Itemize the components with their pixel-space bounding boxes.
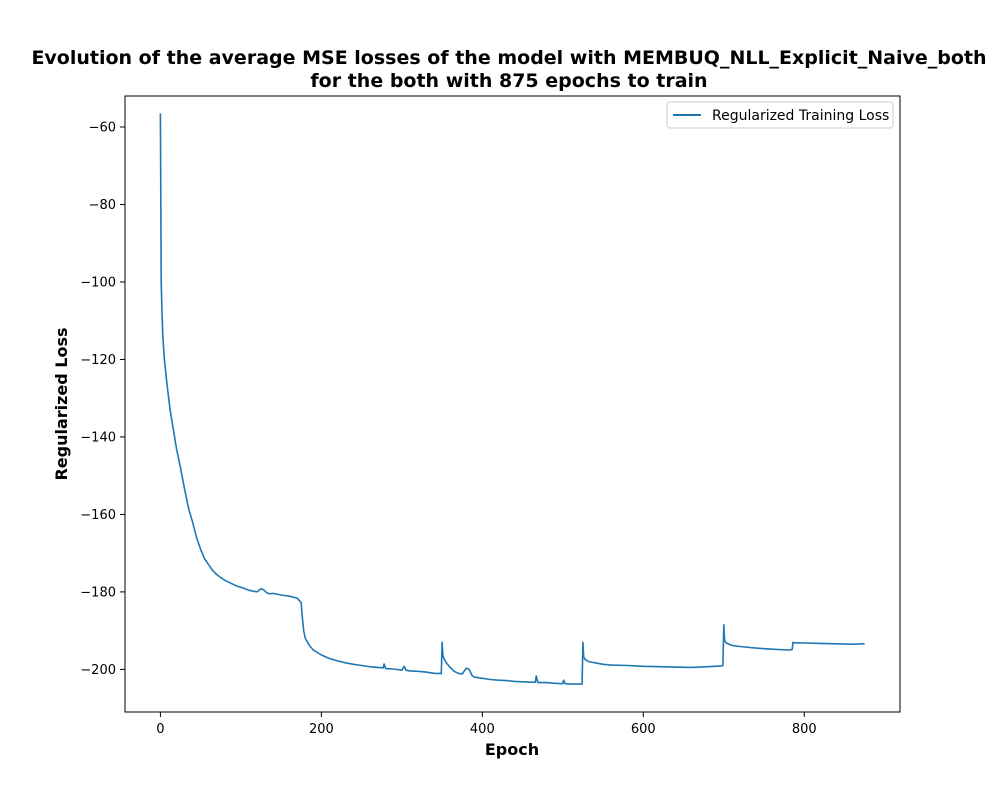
y-tick-label: −120 [80, 353, 116, 368]
legend-entry-label: Regularized Training Loss [712, 108, 889, 124]
y-tick-label: −60 [89, 120, 116, 135]
y-axis-ticks: −60 −80 −100 −120 −140 −160 −180 −200 [80, 120, 125, 678]
y-tick-label: −80 [89, 198, 116, 213]
x-tick-label: 400 [470, 722, 495, 737]
x-tick-label: 0 [156, 722, 164, 737]
x-axis-ticks: 0 200 400 600 800 [156, 712, 817, 737]
plot-frame [124, 95, 901, 713]
y-axis-label: Regularized Loss [52, 327, 71, 480]
y-tick-label: −140 [80, 430, 116, 445]
y-tick-label: −200 [80, 663, 116, 678]
series-line-0 [159, 113, 865, 685]
y-tick-label: −180 [80, 585, 116, 600]
chart-title-line-2: for the both with 875 epochs to train [310, 70, 708, 92]
x-tick-label: 600 [631, 722, 656, 737]
y-tick-label: −160 [80, 508, 116, 523]
legend: Regularized Training Loss [666, 101, 894, 129]
x-tick-label: 800 [792, 722, 817, 737]
series-layer [159, 113, 865, 685]
x-tick-label: 200 [309, 722, 334, 737]
y-tick-label: −100 [80, 275, 116, 290]
legend-box [666, 101, 894, 129]
chart-title-line-1: Evolution of the average MSE losses of t… [31, 47, 987, 69]
x-axis-label: Epoch [485, 740, 539, 759]
